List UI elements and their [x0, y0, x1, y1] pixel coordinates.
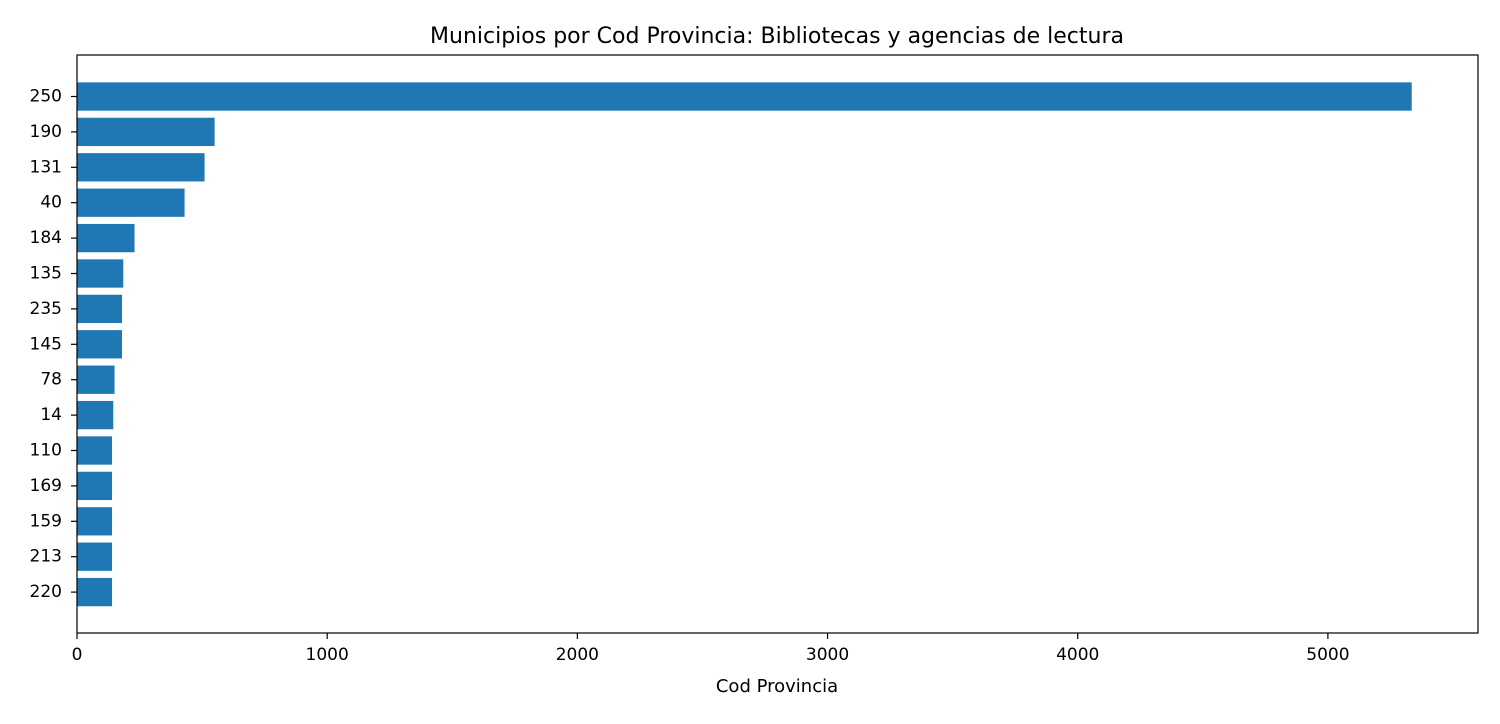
bar-159 — [77, 507, 113, 536]
y-tick-label: 184 — [30, 228, 62, 248]
bar-250 — [77, 82, 1412, 111]
x-tick-label: 4000 — [1056, 645, 1099, 665]
y-axis: 250 190 131 40 184 135 235 145 78 14 110 169 159 213 2… — [30, 87, 77, 602]
x-axis: 0 1000 2000 3000 4000 5000 — [72, 633, 1350, 665]
bar-135 — [77, 259, 124, 288]
bar-40 — [77, 188, 185, 217]
x-tick-label: 1000 — [306, 645, 349, 665]
y-tick-label: 135 — [30, 264, 62, 284]
plot-frame — [76, 54, 1479, 634]
y-tick-label: 78 — [40, 370, 62, 390]
x-tick-label: 3000 — [806, 645, 849, 665]
bar-78 — [77, 365, 115, 394]
bar-131 — [77, 153, 205, 182]
y-tick-label: 110 — [30, 441, 62, 461]
x-tick-label: 5000 — [1306, 645, 1349, 665]
y-tick-label: 235 — [30, 299, 62, 319]
y-tick-label: 213 — [30, 547, 62, 567]
y-tick-label: 190 — [30, 122, 62, 142]
y-tick-label: 145 — [30, 334, 62, 354]
bar-14 — [77, 400, 114, 430]
bar-145 — [77, 330, 123, 359]
x-tick-label: 0 — [72, 645, 83, 665]
bar-169 — [77, 471, 113, 501]
bar-213 — [77, 542, 113, 571]
bar-190 — [77, 117, 215, 147]
bar-220 — [77, 577, 113, 607]
x-tick-label: 2000 — [556, 645, 599, 665]
y-tick-label: 250 — [30, 87, 62, 107]
y-tick-label: 169 — [30, 476, 62, 496]
y-tick-label: 14 — [40, 405, 62, 425]
bar-110 — [77, 436, 113, 465]
y-tick-label: 220 — [30, 582, 62, 602]
bars-layer — [77, 82, 1412, 607]
chart-title: Municipios por Cod Provincia: Biblioteca… — [430, 24, 1124, 49]
x-axis-label: Cod Provincia — [716, 676, 838, 697]
y-tick-label: 159 — [30, 511, 62, 531]
y-tick-label: 40 — [40, 193, 62, 213]
bar-184 — [77, 223, 135, 253]
y-tick-label: 131 — [30, 157, 62, 177]
bar-235 — [77, 294, 123, 324]
